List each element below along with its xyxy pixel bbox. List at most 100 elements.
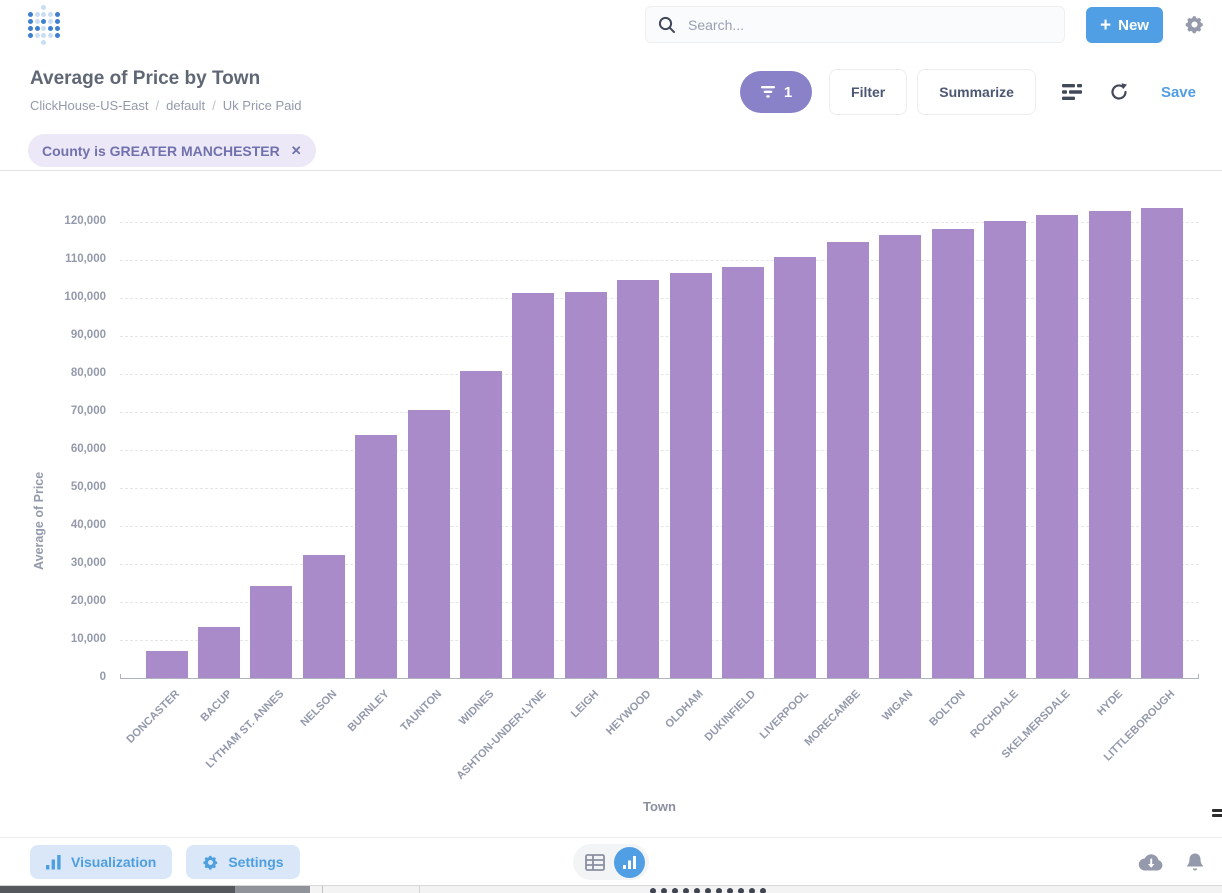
gridline xyxy=(120,374,1199,375)
x-axis-tick-label: LIVERPOOL xyxy=(757,688,811,742)
breadcrumb-item[interactable]: default xyxy=(166,98,206,113)
bar-heywood[interactable] xyxy=(617,279,660,678)
title-row: Average of Price by Town ClickHouse-US-E… xyxy=(0,62,1222,122)
bar-skelmersdale[interactable] xyxy=(1036,215,1079,678)
chart-view-icon[interactable] xyxy=(614,846,645,878)
notebook-icon[interactable] xyxy=(1061,83,1084,101)
y-axis-tick-label: 100,000 xyxy=(64,291,106,303)
bar-hyde[interactable] xyxy=(1088,210,1131,678)
gridline xyxy=(120,298,1199,299)
bar-chart: Average of Price Town 0 10,000 20,000 30,00… xyxy=(0,171,1222,837)
filter-button[interactable]: Filter xyxy=(829,69,908,115)
bar-leigh[interactable] xyxy=(564,292,607,678)
x-axis-tick-label: TAUNTON xyxy=(398,688,444,734)
x-axis-tick-label: NELSON xyxy=(298,688,340,729)
bar-widnes[interactable] xyxy=(459,370,502,678)
bar-chart-icon xyxy=(46,854,62,870)
x-axis-tick-label: ROCHDALE xyxy=(967,688,1021,741)
x-axis-tick-label: WIGAN xyxy=(880,688,916,724)
gridline xyxy=(120,336,1199,337)
y-axis-tick-label: 40,000 xyxy=(70,519,106,531)
gear-icon[interactable] xyxy=(1184,14,1205,40)
gridline xyxy=(120,488,1199,489)
search-bar[interactable] xyxy=(645,6,1065,43)
bar-ashton-under-lyne[interactable] xyxy=(512,293,555,678)
x-axis-tick-label: DUKINFIELD xyxy=(702,688,759,744)
visualization-button[interactable]: Visualization xyxy=(30,845,173,879)
bar-lytham-st-annes[interactable] xyxy=(250,586,293,678)
visualization-label: Visualization xyxy=(71,854,157,870)
new-button-label: New xyxy=(1118,16,1149,34)
breadcrumb-item[interactable]: Uk Price Paid xyxy=(222,98,302,113)
bar-littleborough[interactable] xyxy=(1141,207,1184,678)
bar-nelson[interactable] xyxy=(302,554,345,678)
gridline xyxy=(120,450,1199,451)
refresh-icon[interactable] xyxy=(1109,82,1129,102)
y-axis-tick-label: 80,000 xyxy=(70,367,106,379)
search-input[interactable] xyxy=(686,15,1030,34)
bottom-edge-strip xyxy=(0,885,1222,893)
y-axis-tick-label: 10,000 xyxy=(70,633,106,645)
scrollbar-segment xyxy=(235,886,310,893)
filter-count-pill[interactable]: 1 xyxy=(740,71,813,113)
bar-dukinfield[interactable] xyxy=(721,266,764,678)
y-axis-tick-label: 20,000 xyxy=(70,595,106,607)
x-axis-tick-label: BOLTON xyxy=(927,688,968,729)
filter-chip[interactable]: County is GREATER MANCHESTER ✕ xyxy=(28,134,316,167)
settings-label: Settings xyxy=(228,854,284,870)
y-axis-tick-label: 90,000 xyxy=(70,329,106,341)
x-axis-tick-label: MORECAMBE xyxy=(802,688,864,749)
download-icon[interactable] xyxy=(1138,853,1164,872)
filter-count: 1 xyxy=(783,83,793,101)
bar-morecambe[interactable] xyxy=(826,241,869,678)
table-view-icon[interactable] xyxy=(585,853,605,871)
summarize-button[interactable]: Summarize xyxy=(917,69,1036,115)
gridline xyxy=(120,222,1199,223)
breadcrumb-item[interactable]: ClickHouse-US-East xyxy=(30,98,149,113)
x-axis-tick-label: WIDNES xyxy=(456,688,497,728)
x-axis-tick-label: OLDHAM xyxy=(663,688,706,731)
bar-oldham[interactable] xyxy=(669,272,712,678)
scrollbar-thumb[interactable] xyxy=(0,886,235,893)
footer-right-icons xyxy=(1138,838,1204,886)
gear-icon xyxy=(202,854,219,871)
remove-filter-icon[interactable]: ✕ xyxy=(290,142,302,158)
y-axis-tick-label: 0 xyxy=(99,671,106,683)
x-axis-tick-label: LEIGH xyxy=(568,688,602,721)
filter-chip-row: County is GREATER MANCHESTER ✕ xyxy=(0,132,1222,171)
gridline xyxy=(120,260,1199,261)
save-link[interactable]: Save xyxy=(1160,83,1196,101)
metabase-logo[interactable] xyxy=(28,5,60,45)
bar-doncaster[interactable] xyxy=(145,651,188,678)
bell-icon[interactable] xyxy=(1186,852,1204,872)
cut-off-text-dots xyxy=(650,888,766,893)
bar-liverpool[interactable] xyxy=(774,256,817,678)
bar-bacup[interactable] xyxy=(197,627,240,678)
page-title: Average of Price by Town xyxy=(30,68,261,89)
y-axis-tick-label: 70,000 xyxy=(70,405,106,417)
divider xyxy=(419,886,420,893)
bar-burnley[interactable] xyxy=(355,434,398,678)
bar-taunton[interactable] xyxy=(407,409,450,678)
funnel-icon xyxy=(760,85,776,99)
gridline xyxy=(120,564,1199,565)
bar-rochdale[interactable] xyxy=(983,221,1026,678)
bar-bolton[interactable] xyxy=(931,229,974,678)
bottom-toolbar: Visualization Settings xyxy=(0,837,1222,886)
divider xyxy=(322,886,323,893)
settings-button[interactable]: Settings xyxy=(186,845,300,879)
new-button[interactable]: + New xyxy=(1086,7,1163,43)
x-axis-tick-label: ASHTON-UNDER-LYNE xyxy=(454,688,549,783)
x-axis-tick-label: HEYWOOD xyxy=(604,688,654,738)
bar-wigan[interactable] xyxy=(879,234,922,678)
breadcrumb[interactable]: ClickHouse-US-East / default / Uk Price Paid xyxy=(30,98,302,113)
y-axis-tick-label: 110,000 xyxy=(65,253,106,265)
x-axis-tick-label: HYDE xyxy=(1095,688,1126,719)
x-axis-line xyxy=(120,674,1199,679)
search-icon xyxy=(658,16,676,34)
plus-icon: + xyxy=(1100,14,1112,36)
gridline xyxy=(120,526,1199,527)
x-axis-tick-label: BURNLEY xyxy=(345,688,392,735)
gridline xyxy=(120,640,1199,641)
